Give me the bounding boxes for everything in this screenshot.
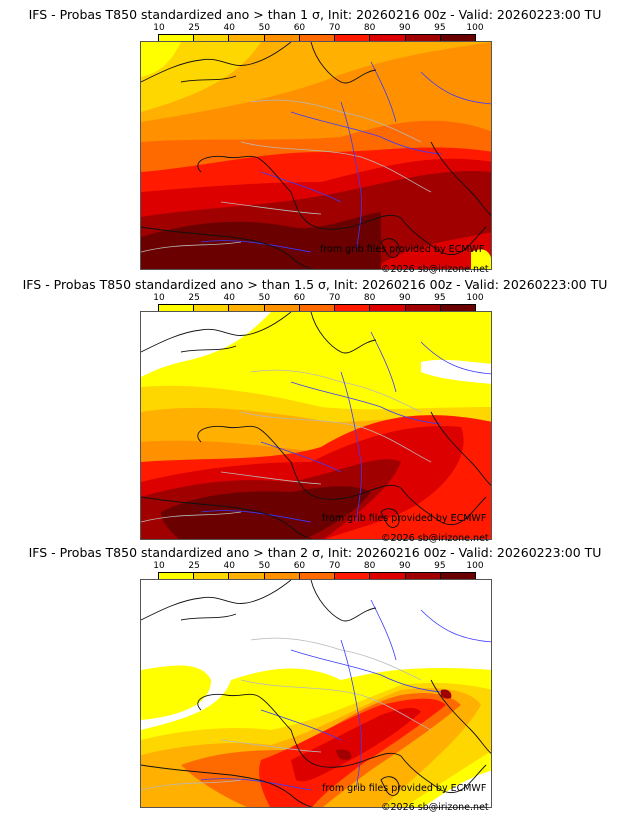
colorbar-segment: [335, 35, 371, 44]
colorbar-segment: [405, 305, 441, 314]
colorbar-segment: [440, 573, 475, 582]
colorbar-segment: [229, 573, 265, 582]
colorbar-tick-label: 90: [399, 293, 411, 303]
credit-copyright: ©2026 sb@irizone.net: [381, 264, 489, 275]
map-canvas: [141, 42, 491, 269]
colorbar-tick-label: 50: [258, 293, 271, 303]
colorbar-segment: [264, 305, 300, 314]
colorbar-tick-label: 60: [293, 561, 306, 571]
colorbar-tick-label: 80: [363, 561, 376, 571]
credit-source: from grib files provided by ECMWF: [320, 244, 485, 255]
colorbar-segment: [370, 305, 406, 314]
river-lines: [200, 599, 491, 791]
probability-contour: [336, 689, 452, 760]
colorbar-tick-label: 10: [153, 293, 165, 303]
credit-copyright: ©2026 sb@irizone.net: [381, 533, 489, 544]
colorbar-labels: 10 25 40 50 60 70 80 90 95 100: [150, 561, 490, 571]
probability-contour: [141, 42, 261, 112]
colorbar-tick-label: 40: [223, 561, 235, 571]
colorbar-segment: [159, 305, 195, 314]
colorbar-segment: [440, 305, 475, 314]
colorbar-segment: [229, 305, 265, 314]
colorbar-tick-label: 60: [293, 23, 306, 33]
colorbar-segment: [335, 573, 371, 582]
panel-1: IFS - Probas T850 standardized ano > tha…: [0, 7, 630, 277]
colorbar-segment: [159, 573, 195, 582]
panel-title: IFS - Probas T850 standardized ano > tha…: [28, 545, 602, 560]
colorbar-tick-label: 10: [153, 561, 165, 571]
colorbar-tick-label: 40: [223, 23, 235, 33]
probability-contour: [141, 212, 381, 269]
river-lines: [200, 61, 491, 253]
colorbar-tick-label: 50: [258, 23, 271, 33]
colorbar-segment: [370, 573, 406, 582]
map-canvas: [141, 312, 491, 539]
colorbar-segment: [405, 573, 441, 582]
colorbar-segment: [335, 305, 371, 314]
panel-2: IFS - Probas T850 standardized ano > tha…: [0, 277, 630, 547]
colorbar-tick-label: 40: [223, 293, 235, 303]
colorbar-segment: [405, 35, 441, 44]
probability-contour: [141, 42, 181, 77]
colorbar-tick-label: 100: [466, 293, 484, 303]
colorbar-segment: [299, 35, 336, 44]
colorbar-tick-label: 95: [434, 561, 446, 571]
colorbar-segment: [299, 305, 336, 314]
probability-contour: [471, 249, 491, 269]
colorbar-tick-label: 10: [153, 23, 165, 33]
colorbar-tick-label: 70: [328, 23, 341, 33]
colorbar-segment: [370, 35, 406, 44]
colorbar-tick-label: 70: [328, 561, 341, 571]
admin-borders: [141, 369, 432, 523]
map-canvas: [141, 580, 491, 807]
colorbar-tick-label: 90: [399, 23, 411, 33]
colorbar-segment: [194, 35, 230, 44]
colorbar-segment: [229, 35, 265, 44]
colorbar-segment: [159, 35, 195, 44]
colorbar-segment: [264, 35, 300, 44]
probability-contour: [141, 312, 271, 377]
colorbar-tick-label: 60: [293, 293, 306, 303]
colorbar-segment: [299, 573, 336, 582]
probability-map: [140, 579, 492, 808]
coastline: [141, 42, 491, 269]
colorbar-segment: [440, 35, 475, 44]
colorbar-segment: [194, 573, 230, 582]
colorbar-tick-label: 70: [328, 293, 341, 303]
coastline: [141, 312, 491, 539]
probability-contour: [291, 708, 421, 782]
colorbar-tick-label: 90: [399, 561, 411, 571]
colorbar-segment: [194, 305, 230, 314]
colorbar-tick-label: 25: [188, 561, 200, 571]
colorbar-labels: 10 25 40 50 60 70 80 90 95 100: [150, 23, 490, 33]
panel-title: IFS - Probas T850 standardized ano > tha…: [28, 7, 602, 22]
colorbar-labels: 10 25 40 50 60 70 80 90 95 100: [150, 293, 490, 303]
colorbar-tick-label: 100: [466, 23, 484, 33]
colorbar-tick-label: 25: [188, 293, 200, 303]
colorbar-segment: [264, 573, 300, 582]
admin-borders: [141, 637, 432, 791]
panel-title: IFS - Probas T850 standardized ano > tha…: [22, 277, 608, 292]
coastline: [141, 580, 491, 807]
credit-source: from grib files provided by ECMWF: [322, 513, 487, 524]
colorbar-tick-label: 80: [363, 293, 376, 303]
credit-copyright: ©2026 sb@irizone.net: [381, 802, 489, 813]
probability-map: [140, 311, 492, 540]
credit-source: from grib files provided by ECMWF: [322, 783, 487, 794]
colorbar-tick-label: 100: [466, 561, 484, 571]
probability-map: [140, 41, 492, 270]
probability-contour: [421, 359, 491, 384]
panel-3: IFS - Probas T850 standardized ano > tha…: [0, 545, 630, 815]
colorbar-tick-label: 95: [434, 293, 446, 303]
colorbar-tick-label: 50: [258, 561, 271, 571]
probability-contour: [161, 486, 371, 539]
colorbar-tick-label: 95: [434, 23, 446, 33]
colorbar-tick-label: 80: [363, 23, 376, 33]
river-lines: [200, 331, 491, 523]
colorbar-tick-label: 25: [188, 23, 200, 33]
probability-contour: [141, 665, 211, 720]
admin-borders: [141, 99, 432, 253]
